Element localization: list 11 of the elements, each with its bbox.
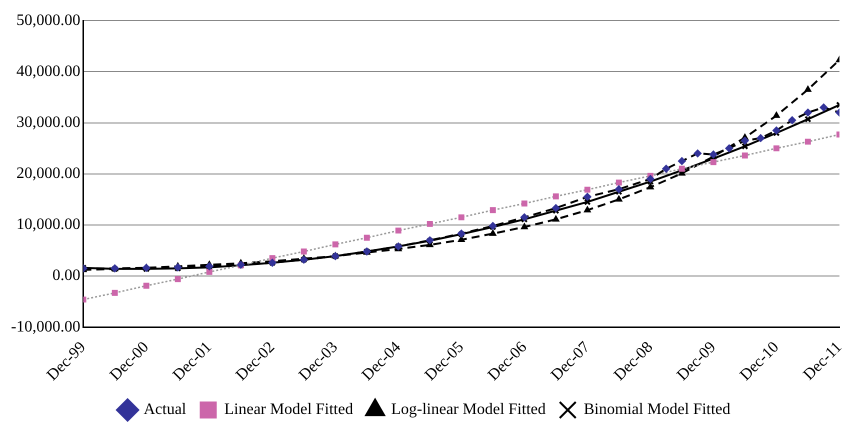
y-tick-label: 10,000.00 xyxy=(16,216,80,234)
legend-label: Actual xyxy=(144,401,187,418)
y-tick-label: 50,000.00 xyxy=(16,12,80,29)
y-tick-label: 20,000.00 xyxy=(16,165,80,182)
legend-label: Log-linear Model Fitted xyxy=(391,401,546,418)
y-tick-label: 0.00 xyxy=(52,267,80,284)
legend-label: Linear Model Fitted xyxy=(224,401,354,418)
y-tick-label: -10,000.00 xyxy=(11,318,80,336)
y-tick-label: 30,000.00 xyxy=(16,114,80,131)
y-tick-label: 40,000.00 xyxy=(16,62,80,80)
legend-label: Binomial Model Fitted xyxy=(584,401,730,418)
